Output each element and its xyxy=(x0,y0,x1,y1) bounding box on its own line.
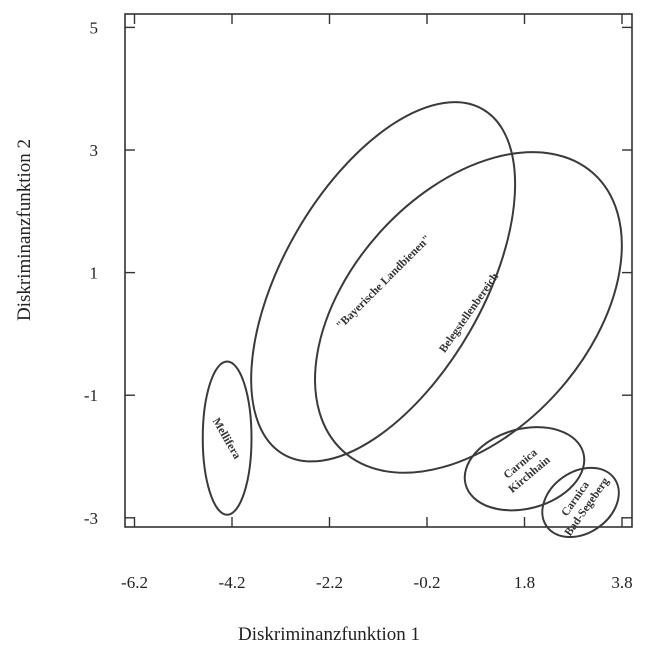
y-tick-label: -1 xyxy=(84,386,98,405)
x-tick-label: -2.2 xyxy=(316,573,343,592)
x-axis-label: Diskriminanzfunktion 1 xyxy=(237,624,421,645)
y-axis-label: Diskriminanzfunktion 2 xyxy=(14,138,35,322)
group-label-line: Mellifera xyxy=(210,416,243,461)
group-ellipse xyxy=(314,151,623,474)
y-tick-label: 1 xyxy=(90,264,99,283)
x-tick-label: -6.2 xyxy=(121,573,148,592)
x-tick-label: 1.8 xyxy=(514,573,535,592)
group-label: Mellifera xyxy=(210,416,243,461)
group-label: Belegstellenbereich xyxy=(437,270,501,355)
group-ellipse xyxy=(250,101,517,463)
plot-frame xyxy=(124,13,633,528)
group-ellipse xyxy=(201,360,253,516)
x-tick-label: -0.2 xyxy=(414,573,441,592)
group-label: "Bayerische Landbienen" xyxy=(334,233,433,332)
group-label-line: Belegstellenbereich xyxy=(437,270,501,355)
x-tick-label: -4.2 xyxy=(219,573,246,592)
group-label-line: "Bayerische Landbienen" xyxy=(334,233,433,332)
y-tick-label: -3 xyxy=(84,509,98,528)
group-ellipse xyxy=(463,426,586,512)
group-label: CarnicaBad-Segeberg xyxy=(551,467,612,538)
group-label: CarnicaKirchhain xyxy=(498,443,554,496)
group-ellipse xyxy=(541,466,620,539)
x-tick-label: 3.8 xyxy=(611,573,632,592)
y-tick-label: 3 xyxy=(90,141,99,160)
y-tick-label: 5 xyxy=(90,18,99,37)
